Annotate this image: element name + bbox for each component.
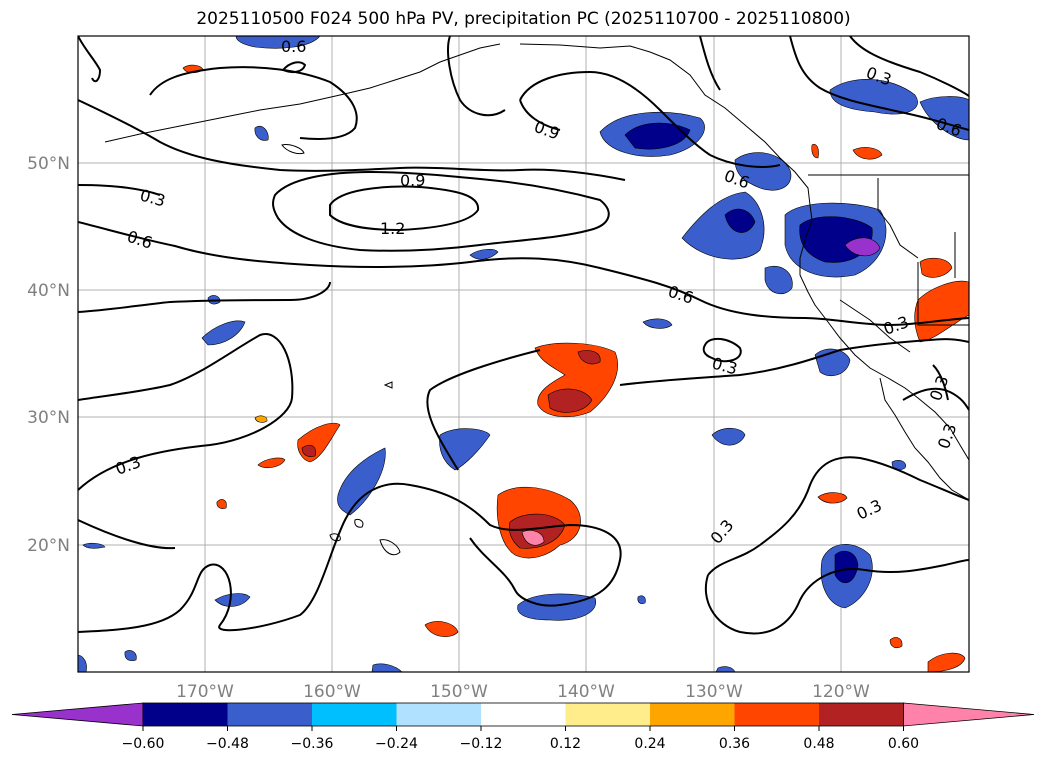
colorbar-tick-label: −0.36 <box>291 736 334 752</box>
lon-label: 160°W <box>303 682 361 702</box>
colorbar-swatch <box>312 703 397 726</box>
colorbar-tick-label: −0.12 <box>460 736 503 752</box>
precip-positive-areas <box>182 64 969 672</box>
colorbar-frame <box>142 702 904 727</box>
colorbar-tick-label: 0.60 <box>888 736 919 752</box>
colorbar-tick-label: 0.48 <box>803 736 834 752</box>
colorbar-swatch <box>734 703 820 726</box>
map-title: 2025110500 F024 500 hPa PV, precipitatio… <box>196 9 851 29</box>
lon-label: 150°W <box>430 682 488 702</box>
colorbar: −0.60 −0.48 −0.36 −0.24 −0.12 0.12 0.24 0.36 0.4… <box>11 702 1035 752</box>
colorbar-swatch <box>396 703 482 726</box>
contour-label: 0.9 <box>400 171 425 190</box>
colorbar-extend-low <box>11 702 144 727</box>
longitude-labels: 170°W 160°W 150°W 140°W 130°W 120°W <box>176 682 870 702</box>
lon-label: 130°W <box>685 682 743 702</box>
colorbar-swatch <box>565 703 651 726</box>
colorbar-tick-label: 0.12 <box>550 736 581 752</box>
colorbar-swatch <box>481 703 566 726</box>
colorbar-swatch <box>143 703 228 726</box>
colorbar-swatch <box>650 703 735 726</box>
colorbar-tick-label: 0.36 <box>719 736 750 752</box>
lon-label: 140°W <box>557 682 615 702</box>
colorbar-tick-label: −0.48 <box>206 736 249 752</box>
contour-label: 1.2 <box>380 219 405 238</box>
precip-negative-areas <box>78 36 969 672</box>
colorbar-extend-high <box>903 702 1035 727</box>
lon-label: 120°W <box>812 682 870 702</box>
lat-label: 30°N <box>27 408 70 428</box>
map-border <box>77 35 970 673</box>
colorbar-tick-label: −0.24 <box>375 736 418 752</box>
colorbar-tick-label: 0.24 <box>634 736 665 752</box>
coastlines <box>104 43 969 556</box>
latitude-labels: 50°N 40°N 30°N 20°N <box>27 154 70 556</box>
lon-label: 170°W <box>176 682 234 702</box>
lat-label: 40°N <box>27 281 70 301</box>
colorbar-tick-label: −0.60 <box>122 736 165 752</box>
contour-label: 0.6 <box>281 37 306 56</box>
colorbar-swatch <box>819 703 904 726</box>
colorbar-swatch <box>227 703 313 726</box>
lat-label: 50°N <box>27 154 70 174</box>
pv-contours <box>78 36 969 635</box>
lat-label: 20°N <box>27 536 70 556</box>
